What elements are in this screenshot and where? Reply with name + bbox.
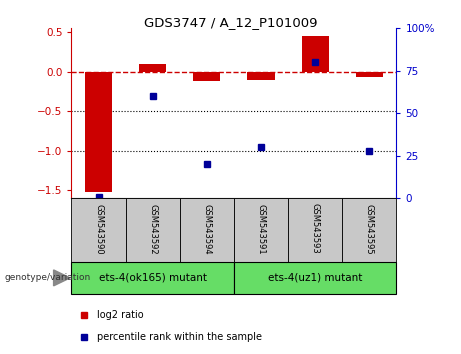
FancyBboxPatch shape bbox=[234, 198, 288, 262]
Bar bbox=[193, 72, 220, 81]
Text: GSM543594: GSM543594 bbox=[202, 204, 212, 254]
FancyBboxPatch shape bbox=[342, 198, 396, 262]
FancyBboxPatch shape bbox=[180, 198, 234, 262]
Text: percentile rank within the sample: percentile rank within the sample bbox=[97, 332, 262, 342]
Text: ets-4(ok165) mutant: ets-4(ok165) mutant bbox=[99, 273, 207, 283]
Text: genotype/variation: genotype/variation bbox=[5, 273, 91, 282]
Text: ets-4(uz1) mutant: ets-4(uz1) mutant bbox=[268, 273, 362, 283]
FancyBboxPatch shape bbox=[71, 198, 125, 262]
FancyBboxPatch shape bbox=[125, 198, 180, 262]
Bar bbox=[356, 72, 383, 76]
Polygon shape bbox=[53, 270, 70, 286]
Text: log2 ratio: log2 ratio bbox=[97, 310, 144, 320]
Bar bbox=[248, 72, 275, 80]
Text: GDS3747 / A_12_P101009: GDS3747 / A_12_P101009 bbox=[144, 16, 317, 29]
FancyBboxPatch shape bbox=[234, 262, 396, 294]
Text: GSM543592: GSM543592 bbox=[148, 204, 157, 254]
Text: GSM543595: GSM543595 bbox=[365, 204, 374, 254]
FancyBboxPatch shape bbox=[71, 262, 234, 294]
Bar bbox=[85, 72, 112, 192]
Text: GSM543590: GSM543590 bbox=[94, 204, 103, 254]
Text: GSM543591: GSM543591 bbox=[256, 204, 266, 254]
FancyBboxPatch shape bbox=[288, 198, 342, 262]
Bar bbox=[301, 36, 329, 72]
Text: GSM543593: GSM543593 bbox=[311, 204, 320, 254]
Bar bbox=[139, 64, 166, 72]
